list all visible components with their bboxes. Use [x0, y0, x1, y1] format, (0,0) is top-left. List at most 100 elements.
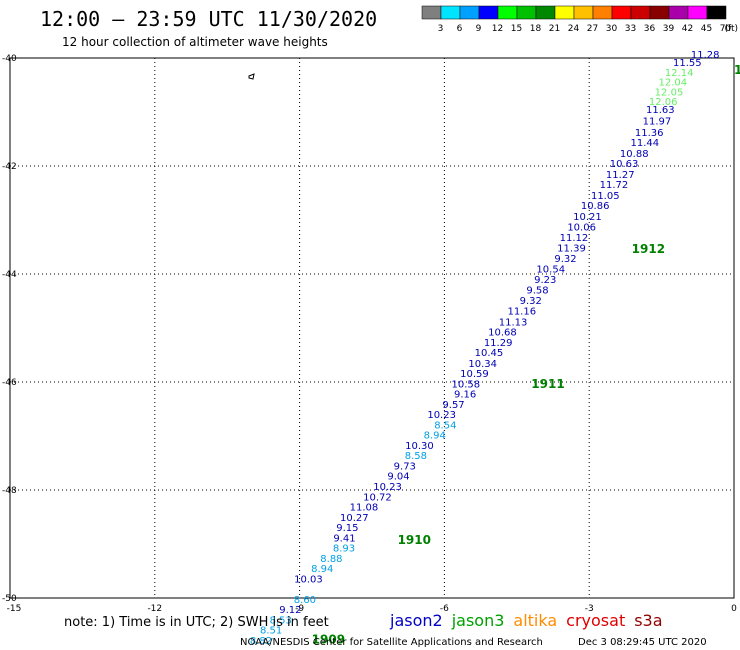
- wave-height-label: 9.32: [520, 296, 542, 307]
- wave-height-label: 9.41: [333, 533, 355, 544]
- wave-height-label: 11.08: [350, 503, 379, 514]
- y-tick-label: -46: [2, 378, 17, 388]
- wave-height-label: 10.45: [475, 348, 504, 359]
- wave-height-label: 11.55: [673, 58, 702, 69]
- wave-height-label: 11.44: [631, 138, 660, 149]
- color-swatch: [706, 5, 727, 20]
- wave-height-label: 10.68: [488, 328, 517, 339]
- wave-height-label: 9.12: [279, 605, 301, 616]
- color-scale-label: 21: [549, 24, 560, 34]
- wave-height-label: 8.51: [260, 626, 282, 637]
- wave-height-label: 8.54: [434, 420, 456, 431]
- color-scale-legend: 3 6 9 12 15 18 21 24 27 30 33 36 39 42 45 70(ft): [421, 5, 738, 34]
- color-scale-unit: (ft): [724, 24, 738, 34]
- color-swatch: [516, 5, 537, 20]
- wave-height-label: 11.05: [591, 191, 620, 202]
- color-scale-label: 3: [438, 24, 444, 34]
- legend-entry: jason2: [389, 611, 443, 630]
- wave-height-label: 10.03: [294, 574, 323, 585]
- x-tick-label: 0: [731, 604, 737, 614]
- pass-id-label: 1912: [632, 242, 665, 256]
- legend-entry: jason3: [451, 611, 505, 630]
- color-swatch: [554, 5, 575, 20]
- color-scale-label: 15: [511, 24, 522, 34]
- wave-height-label: 9.32: [554, 254, 576, 265]
- color-scale-label: 70: [720, 24, 732, 34]
- color-swatch: [668, 5, 689, 20]
- color-scale-label: 42: [682, 24, 693, 34]
- color-swatch: [687, 5, 708, 20]
- footer-note: note: 1) Time is in UTC; 2) SWH is in fe…: [64, 615, 329, 630]
- chart-subtitle: 12 hour collection of altimeter wave hei…: [62, 35, 328, 49]
- wave-height-label: 8.93: [333, 544, 355, 555]
- x-tick-label: -12: [147, 604, 162, 614]
- wave-height-label: 11.97: [643, 116, 672, 127]
- color-scale-label: 33: [625, 24, 636, 34]
- wave-height-label: 8.94: [311, 564, 333, 575]
- wave-height-label: 11.28: [691, 50, 720, 61]
- color-swatch: [497, 5, 518, 20]
- wave-height-label: 9.58: [526, 285, 548, 296]
- wave-height-label: 12.06: [649, 97, 678, 108]
- color-swatch: [649, 5, 670, 20]
- wave-height-label: 10.27: [340, 513, 369, 524]
- wave-height-label: 9.73: [394, 461, 416, 472]
- wave-height-label: 10.54: [536, 264, 565, 275]
- color-scale-label: 27: [587, 24, 598, 34]
- pass-id-label: 1910: [398, 533, 431, 547]
- x-tick-label: -6: [440, 604, 449, 614]
- wave-height-label: 11.36: [635, 128, 664, 139]
- wave-height-label: 10.06: [567, 222, 596, 233]
- wave-height-label: 9.57: [442, 400, 464, 411]
- y-tick-label: -40: [2, 54, 17, 64]
- color-swatch: [440, 5, 461, 20]
- x-tick-label: -9: [295, 604, 304, 614]
- wave-height-label: 10.59: [460, 369, 489, 380]
- legend-entry: s3a: [634, 611, 662, 630]
- wave-height-label: 11.63: [646, 105, 675, 116]
- plot-frame: [9, 57, 735, 599]
- wave-height-label: 10.86: [581, 201, 610, 212]
- grid: [10, 58, 734, 598]
- wave-height-label: 10.21: [573, 212, 602, 223]
- y-tick-label: -50: [2, 594, 17, 604]
- axis-ticks: -15 -12 -9 -6 -3 0 -40 -42 -44 -46 -48 -50: [2, 54, 737, 614]
- wave-height-label: 8.88: [320, 554, 342, 565]
- satellite-legend: jason2 jason3 altika cryosat s3a: [389, 611, 663, 630]
- y-tick-label: -42: [2, 162, 17, 172]
- wave-height-label: 8.58: [405, 451, 427, 462]
- island-outline: [248, 73, 255, 80]
- pass-id-label: 1909: [312, 632, 345, 646]
- color-swatch: [630, 5, 651, 20]
- color-scale-label: 18: [530, 24, 542, 34]
- color-scale-label: 39: [663, 24, 675, 34]
- color-swatch: [611, 5, 632, 20]
- pass-id-label: 1911: [531, 377, 564, 391]
- x-tick-label: -3: [585, 604, 594, 614]
- wave-height-label: 11.29: [484, 338, 513, 349]
- color-scale-label: 6: [457, 24, 463, 34]
- color-scale-label: 36: [644, 24, 656, 34]
- chart-title: 12:00 – 23:59 UTC 11/30/2020: [40, 7, 377, 31]
- wave-height-label: 10.88: [620, 149, 649, 160]
- color-swatch: [478, 5, 499, 20]
- wave-height-label: 12.14: [665, 68, 694, 79]
- wave-height-label: 11.12: [560, 233, 589, 244]
- wave-height-label: 10.63: [610, 159, 639, 170]
- color-swatch: [573, 5, 594, 20]
- wave-height-label: 10.58: [451, 379, 480, 390]
- y-tick-label: -44: [2, 270, 17, 280]
- wave-height-label: 8.60: [294, 595, 316, 606]
- wave-height-label: 9.04: [387, 472, 409, 483]
- color-scale-label: 30: [606, 24, 618, 34]
- wave-height-label: 12.05: [655, 87, 684, 98]
- color-swatch: [592, 5, 613, 20]
- wave-height-label: 11.72: [600, 180, 629, 191]
- pass-annotations: 1909 1910 1911 1912 1: [312, 63, 740, 646]
- wave-height-label: 11.27: [606, 170, 635, 181]
- footer-credit: NOAA/NESDIS Center for Satellite Applica…: [240, 637, 543, 648]
- wave-height-label: 8.94: [424, 431, 446, 442]
- x-tick-label: -15: [7, 604, 22, 614]
